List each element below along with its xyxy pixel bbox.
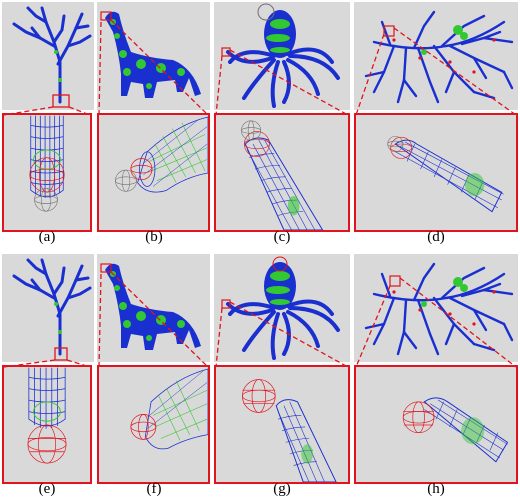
panel-c-full [214, 2, 350, 110]
caption-b: (b) [145, 229, 163, 245]
panel-d-zoom [354, 113, 518, 232]
caption-f: (f) [146, 481, 162, 497]
panel-h-full [354, 254, 518, 362]
caption-e: (e) [38, 481, 56, 497]
caption-h: (h) [427, 481, 445, 497]
sphere-wireframe-icon [29, 157, 65, 193]
vessel-tree-model-icon [364, 10, 514, 104]
panel-g-full [214, 254, 350, 362]
dinosaur-model-icon [100, 263, 201, 350]
dinosaur-model-icon [100, 11, 201, 98]
panel-g-zoom [214, 365, 350, 484]
caption-a: (a) [38, 229, 56, 245]
panel-c-zoom [214, 113, 350, 232]
panel-e-full [2, 254, 94, 362]
panel-e-zoom [2, 365, 92, 484]
panel-f-full [97, 254, 210, 362]
panel-b-full [97, 2, 210, 110]
panel-h-zoom [354, 365, 518, 484]
octopus-model-icon [221, 256, 340, 360]
tree-model-icon [12, 258, 92, 356]
panel-b-zoom [97, 113, 210, 232]
panel-a-full [2, 2, 94, 110]
caption-c: (c) [273, 229, 291, 245]
panel-d-full [354, 2, 518, 110]
panel-a-zoom [2, 113, 92, 232]
tree-model-icon [12, 6, 92, 104]
vessel-tree-model-icon [364, 262, 514, 356]
panel-f-zoom [97, 365, 210, 484]
caption-d: (d) [427, 229, 445, 245]
octopus-model-icon [221, 3, 340, 108]
caption-g: (g) [273, 481, 291, 497]
